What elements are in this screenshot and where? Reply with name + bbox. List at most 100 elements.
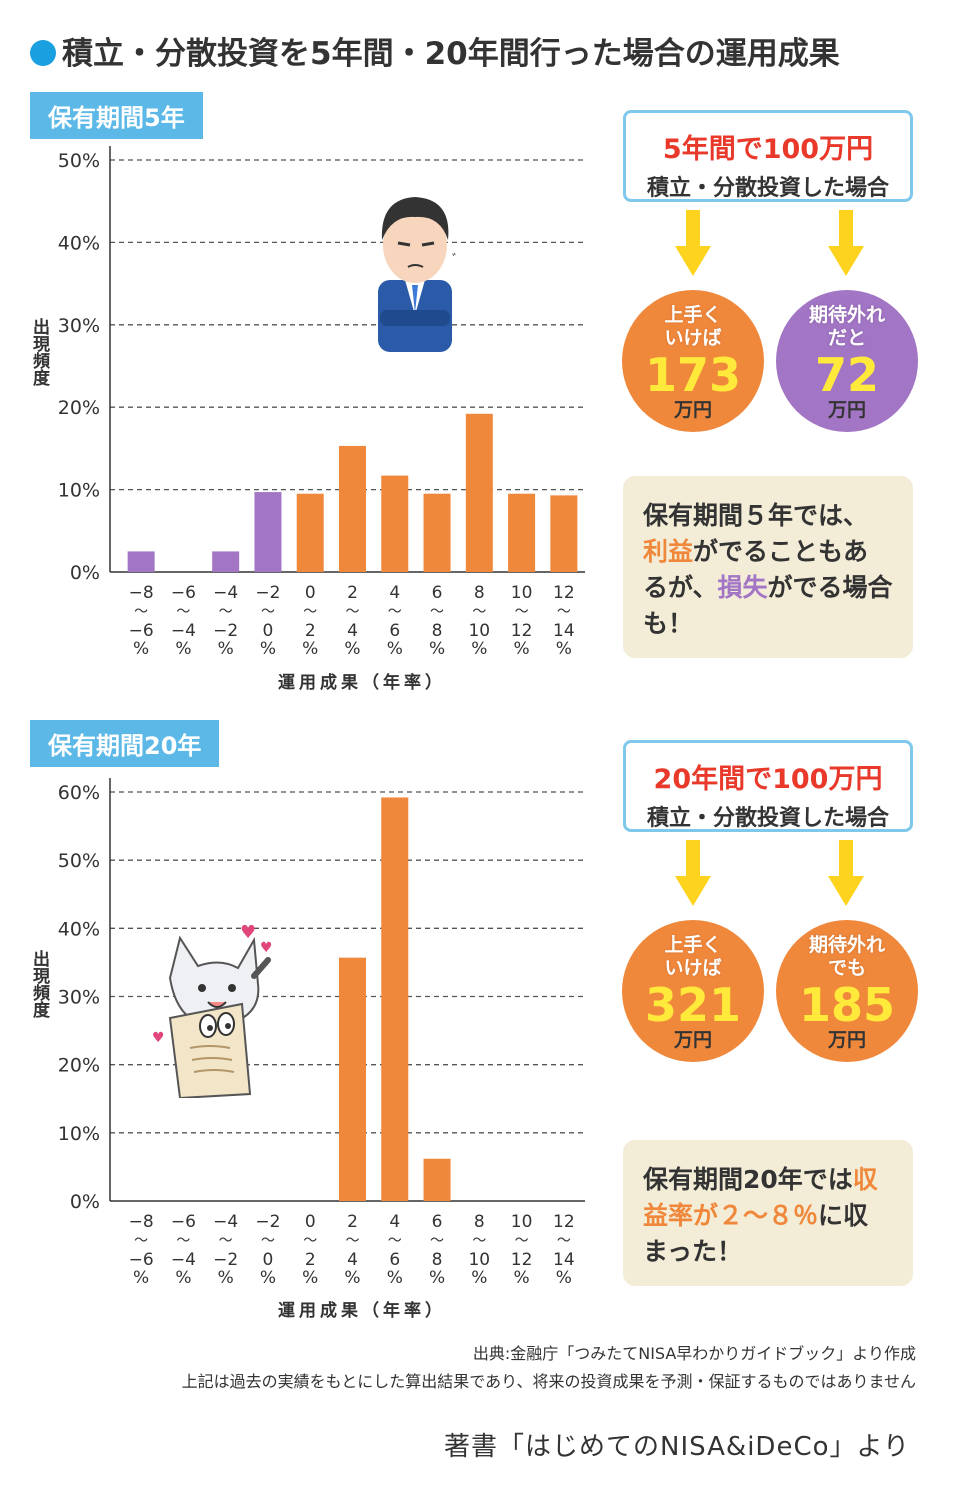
x-tick-label: −4 <box>171 1250 196 1270</box>
section20-tag: 保有期間20年 <box>30 720 220 767</box>
x-tick-label: 0 <box>263 1250 274 1270</box>
arrow-down-icon <box>828 210 864 276</box>
x-tick-label: 〜 <box>219 1233 233 1249</box>
page-title: 積立・分散投資を5年間・20年間行った場合の運用成果 <box>30 28 840 73</box>
section5-note-text: がでる場合も！ <box>643 573 893 638</box>
x-tick-label: % <box>514 639 530 659</box>
x-tick-label: 2 <box>347 583 358 603</box>
x-tick-label: 〜 <box>346 1233 360 1249</box>
section20-good-caption1: 上手く <box>664 934 722 956</box>
x-tick-label: −8 <box>129 583 154 603</box>
x-tick-label: −2 <box>255 1212 280 1232</box>
x-tick-label: −6 <box>129 1250 154 1270</box>
x-tick-label: −6 <box>129 621 154 641</box>
y-tick-label: 60% <box>58 782 100 804</box>
x-tick-label: −2 <box>213 621 238 641</box>
section5-note-loss: 損失 <box>717 573 768 602</box>
y-tick-label: 0% <box>70 1191 100 1213</box>
x-tick-label: 12 <box>511 621 533 641</box>
x-tick-label: 〜 <box>261 1233 275 1249</box>
bar <box>296 493 324 572</box>
bar <box>381 797 409 1201</box>
section20-good-unit: 万円 <box>673 1029 712 1051</box>
x-tick-label: 6 <box>389 1250 400 1270</box>
x-tick-label: 4 <box>389 1212 400 1232</box>
x-tick-label: 0 <box>263 621 274 641</box>
disclaimer: 上記は過去の実績をもとにした算出結果であり、将来の投資成果を予測・保証するもので… <box>181 1372 916 1391</box>
x-tick-label: 12 <box>553 583 575 603</box>
section5-bad-caption1: 期待外れ <box>808 304 885 326</box>
section20-bad-value: 185 <box>798 978 896 1032</box>
x-tick-label: 〜 <box>557 1233 571 1249</box>
x-tick-label: 6 <box>432 1212 443 1232</box>
x-tick-label: 〜 <box>430 604 444 620</box>
x-tick-label: 〜 <box>261 604 275 620</box>
bar <box>212 551 240 572</box>
svg-text:♥: ♥ <box>260 940 273 956</box>
y-tick-label: 30% <box>58 315 100 337</box>
source-line: 出典:金融庁「つみたてNISA早わかりガイドブック」より作成 <box>472 1344 916 1363</box>
section5-note-text: 保有期間５年では、 <box>643 501 869 530</box>
x-tick-label: 10 <box>468 621 490 641</box>
x-tick-label: % <box>218 1268 234 1288</box>
x-tick-label: 4 <box>347 1250 358 1270</box>
x-tick-label: 4 <box>347 621 358 641</box>
x-tick-label: 〜 <box>134 1233 148 1249</box>
section20-note-text: に収まった！ <box>643 1201 869 1266</box>
x-tick-label: % <box>218 639 234 659</box>
chart5-xlabel: 運用成果（年率） <box>278 673 446 693</box>
y-tick-label: 50% <box>58 850 100 872</box>
x-tick-label: % <box>260 1268 276 1288</box>
section5-good-caption1: 上手く <box>664 304 722 326</box>
x-tick-label: 〜 <box>388 1233 402 1249</box>
x-tick-label: 12 <box>511 1250 533 1270</box>
section20-good-value: 321 <box>644 978 742 1032</box>
section5-good-circle: 上手く いけば 173 万円 <box>622 290 764 432</box>
section20-bad-caption1: 期待外れ <box>808 934 885 956</box>
section5-bad-value: 72 <box>814 348 879 402</box>
section20-good-circle: 上手く いけば 321 万円 <box>622 920 764 1062</box>
x-tick-label: 〜 <box>472 1233 486 1249</box>
x-tick-label: 〜 <box>515 604 529 620</box>
x-tick-label: 〜 <box>430 1233 444 1249</box>
x-tick-label: 〜 <box>346 604 360 620</box>
x-tick-label: % <box>429 1268 445 1288</box>
x-tick-label: 〜 <box>219 604 233 620</box>
bar <box>465 413 493 572</box>
y-tick-label: 0% <box>70 562 100 584</box>
x-tick-label: % <box>133 639 149 659</box>
x-tick-label: % <box>344 639 360 659</box>
y-tick-label: 40% <box>58 918 100 940</box>
section20-good-caption2: いけば <box>664 957 722 979</box>
x-tick-label: 8 <box>432 621 443 641</box>
section20-box-line2: 積立・分散投資した場合 <box>646 806 889 831</box>
svg-text:♥: ♥ <box>152 1030 165 1046</box>
x-tick-label: 4 <box>389 583 400 603</box>
x-tick-label: −4 <box>213 583 238 603</box>
x-tick-label: 10 <box>511 583 533 603</box>
x-tick-label: 8 <box>474 1212 485 1232</box>
x-tick-label: % <box>260 639 276 659</box>
section5-good-caption2: いけば <box>664 327 722 349</box>
bar <box>339 957 366 1201</box>
bar <box>127 551 155 572</box>
section20-note-highlight: 収益率が２～８％ <box>643 1165 878 1230</box>
section5-box-line2: 積立・分散投資した場合 <box>646 176 889 201</box>
x-tick-label: 2 <box>347 1212 358 1232</box>
chart20-plot: 0%10%20%30%40%50%60%−8〜−6%−6〜−4%−4〜−2%−2… <box>58 778 585 1288</box>
bar <box>550 495 578 572</box>
section5-bad-caption2: だと <box>827 327 866 349</box>
x-tick-label: 〜 <box>472 604 486 620</box>
bar <box>339 445 366 572</box>
x-tick-label: % <box>133 1268 149 1288</box>
chart20-ylabel-text: 出現頻度 <box>29 950 49 1018</box>
x-tick-label: 0 <box>305 583 316 603</box>
bar <box>423 493 451 572</box>
x-tick-label: % <box>556 1268 572 1288</box>
chart5-ylabel: 出現頻度 <box>28 318 49 392</box>
bar <box>508 493 536 572</box>
x-tick-label: 6 <box>389 621 400 641</box>
x-tick-label: −6 <box>171 583 196 603</box>
section5-box-line1: 5年間で100万円 <box>662 134 874 165</box>
x-tick-label: 8 <box>474 583 485 603</box>
